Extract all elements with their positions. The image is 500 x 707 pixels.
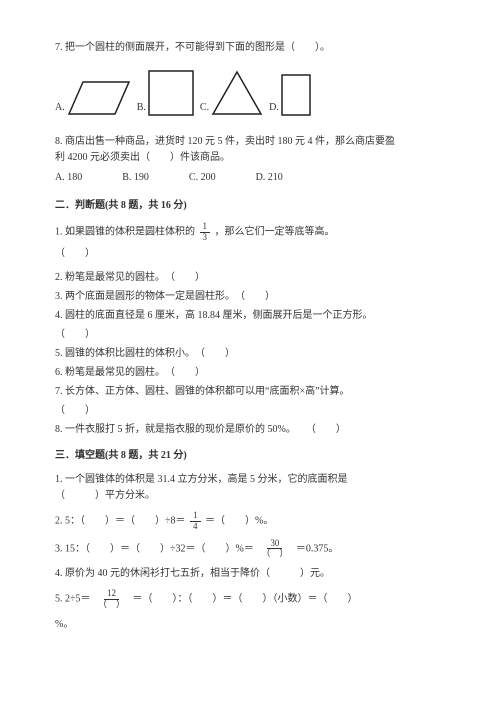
frac-den: （ ） <box>95 600 128 610</box>
section3-title: 三．填空题(共 8 题，共 21 分) <box>55 448 445 464</box>
s2-item1: 1. 如果圆锥的体积是圆柱体积的 1 3 ，那么它们一定等底等高。 <box>55 222 445 243</box>
triangle-icon <box>211 70 263 116</box>
fraction-12-blank: 12 （ ） <box>95 589 128 610</box>
s2-item2: 2. 粉笔是最常见的圆柱。 （ ） <box>55 270 445 286</box>
s2-i1a: 1. 如果圆锥的体积是圆柱体积的 <box>55 227 195 238</box>
q7-shapes-row: A. B. C. D. <box>55 70 445 116</box>
section2-title: 二．判断题(共 8 题，共 16 分) <box>55 198 445 214</box>
fraction-30-blank: 30 （ ） <box>258 539 291 560</box>
q8-opt-b: B. 190 <box>122 170 149 186</box>
q8-opt-d: D. 210 <box>256 170 283 186</box>
q7-label-b: B. <box>137 100 146 116</box>
q7-text: 7. 把一个圆柱的侧面展开，不可能得到下面的图形是（ ）。 <box>55 40 445 56</box>
q7-label-a: A. <box>55 100 65 116</box>
s3-item1: 1. 一个圆锥体的体积是 31.4 立方分米，高是 5 分米，它的底面积是 （ … <box>55 472 445 504</box>
s2-item3: 3. 两个底面是圆形的物体一定是圆柱形。 （ ） <box>55 289 445 305</box>
q7-opt-d: D. <box>269 74 311 116</box>
fraction-1-3: 1 3 <box>200 222 211 243</box>
parallelogram-icon <box>67 80 131 116</box>
square-icon <box>148 70 194 116</box>
s2-i1b: ，那么它们一定等底等高。 <box>215 227 335 238</box>
question-8: 8. 商店出售一种商品，进货时 120 元 5 件，卖出时 180 元 4 件，… <box>55 134 445 186</box>
s2-item8: 8. 一件衣服打 5 折，就是指衣服的现价是原价的 50%。 （ ） <box>55 422 445 438</box>
s3-item5: 5. 2÷5＝ 12 （ ） ＝（ ）：（ ）＝（ ）（小数）＝（ ） <box>55 589 445 610</box>
q7-opt-b: B. <box>137 70 194 116</box>
rectangle-icon <box>281 74 311 116</box>
q8-opt-c: C. 200 <box>189 170 216 186</box>
s3-item2: 2. 5：（ ）＝（ ）÷8＝ 1 4 ＝（ ）%。 <box>55 511 445 532</box>
s2-item4b: （ ） <box>55 327 445 343</box>
q8-opt-a: A. 180 <box>55 170 82 186</box>
q7-label-d: D. <box>269 100 279 116</box>
frac-den: （ ） <box>258 549 291 559</box>
frac-den: 3 <box>200 233 211 243</box>
q7-opt-c: C. <box>200 70 263 116</box>
s3-i3b: ＝0.375。 <box>296 543 339 554</box>
q7-label-c: C. <box>200 100 209 116</box>
s3-item3: 3. 15：（ ）＝（ ）÷32＝（ ）%＝ 30 （ ） ＝0.375。 <box>55 539 445 560</box>
s3-i2b: ＝（ ）%。 <box>205 515 273 526</box>
s3-i1b: （ ）平方分米。 <box>55 488 445 504</box>
s2-item6: 6. 粉笔是最常见的圆柱。 （ ） <box>55 365 445 381</box>
s3-i3a: 3. 15：（ ）＝（ ）÷32＝（ ）%＝ <box>55 543 254 554</box>
s2-item7b: （ ） <box>55 403 445 419</box>
q7-opt-a: A. <box>55 80 131 116</box>
s2-item7: 7. 长方体、正方体、圆柱、圆锥的体积都可以用“底面积×高”计算。 <box>55 384 445 400</box>
s3-i5a: 5. 2÷5＝ <box>55 594 91 605</box>
s2-item4a: 4. 圆柱的底面直径是 6 厘米，高 18.84 厘米，侧面展开后是一个正方形。 <box>55 308 445 324</box>
q8-line1: 8. 商店出售一种商品，进货时 120 元 5 件，卖出时 180 元 4 件，… <box>55 134 445 150</box>
s2-item5: 5. 圆锥的体积比圆柱的体积小。 （ ） <box>55 346 445 362</box>
s3-i5b: ＝（ ）：（ ）＝（ ）（小数）＝（ ） <box>133 594 358 605</box>
s3-i2a: 2. 5：（ ）＝（ ）÷8＝ <box>55 515 186 526</box>
frac-den: 4 <box>190 522 201 532</box>
s2-i1-blank: （ ） <box>55 246 445 262</box>
s3-i5c: %。 <box>55 617 445 633</box>
s3-i1a: 1. 一个圆锥体的体积是 31.4 立方分米，高是 5 分米，它的底面积是 <box>55 472 445 488</box>
q8-line2: 利 4200 元必须卖出（ ）件该商品。 <box>55 150 445 166</box>
s3-item4: 4. 原价为 40 元的休闲衫打七五折，相当于降价（ ）元。 <box>55 566 445 582</box>
question-7: 7. 把一个圆柱的侧面展开，不可能得到下面的图形是（ ）。 A. B. C. D… <box>55 40 445 116</box>
q8-options: A. 180 B. 190 C. 200 D. 210 <box>55 170 445 186</box>
fraction-1-4: 1 4 <box>190 511 201 532</box>
